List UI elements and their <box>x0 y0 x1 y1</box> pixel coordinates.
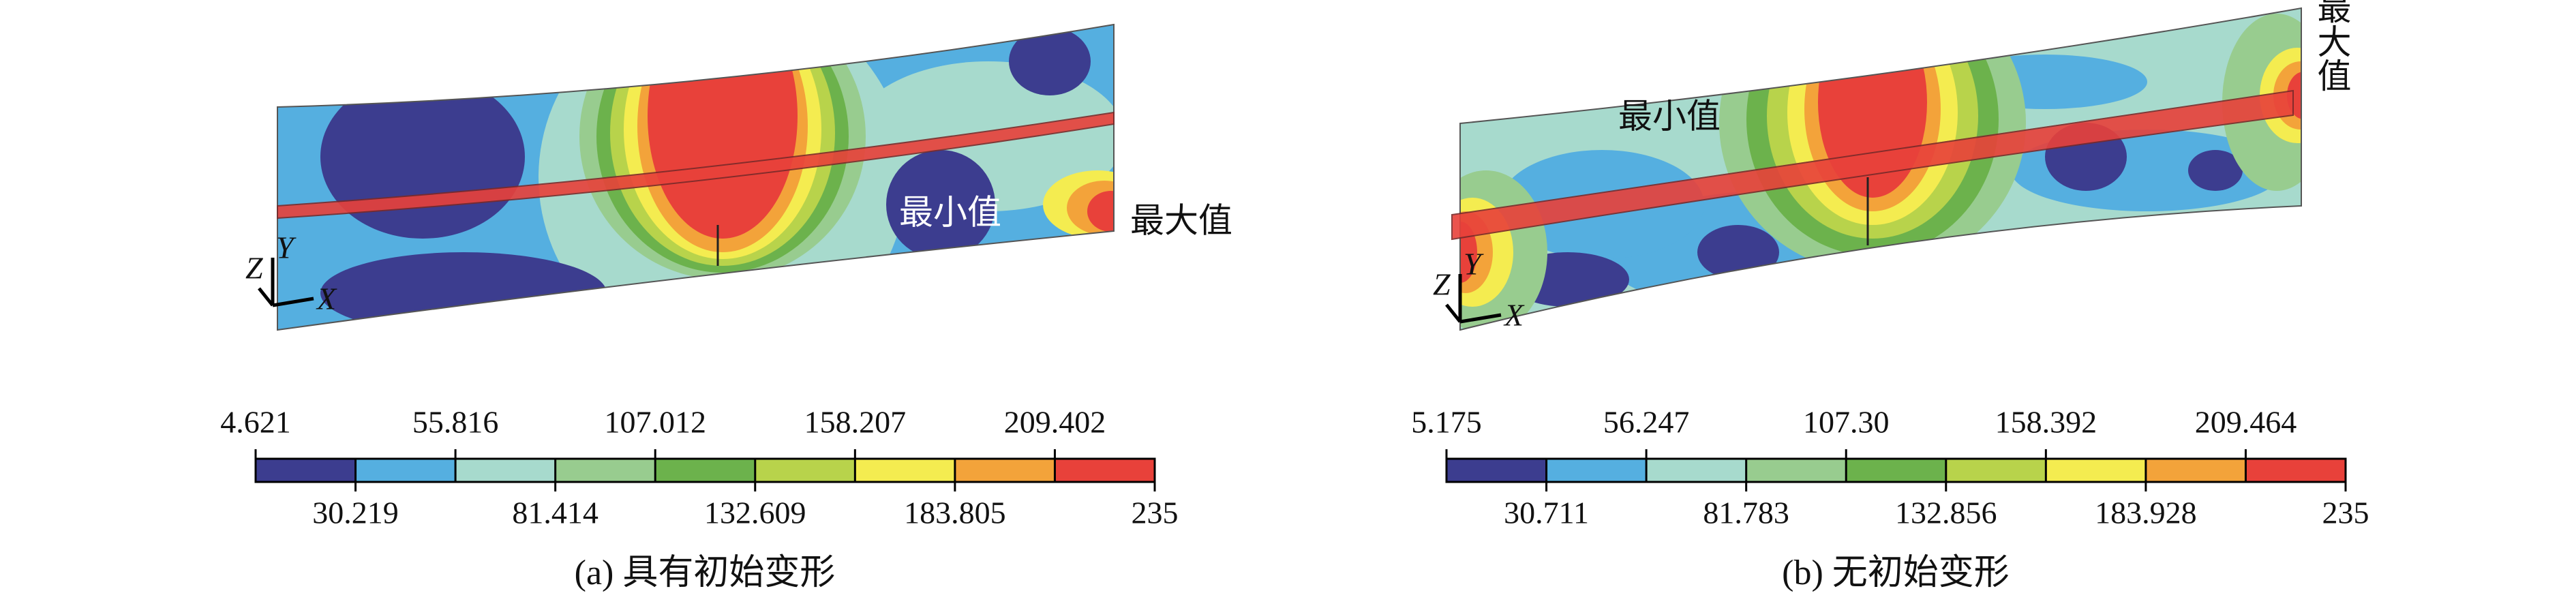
colorbar-label: 132.856 <box>1895 496 1997 530</box>
colorbar-segment <box>755 459 855 482</box>
colorbar-segment <box>1446 459 1547 482</box>
contour-region <box>1009 27 1091 95</box>
colorbar-segment <box>2145 459 2246 482</box>
colorbar-segment <box>954 459 1055 482</box>
colorbar-segment <box>2245 459 2346 482</box>
colorbar-segment <box>1646 459 1746 482</box>
contour-region <box>1697 225 1779 279</box>
colorbar-segment <box>455 459 556 482</box>
contour-region <box>2188 150 2243 191</box>
contour-region <box>2287 72 2301 119</box>
colorbar-label: 107.30 <box>1803 405 1890 440</box>
colorbar-label: 5.175 <box>1411 405 1482 440</box>
plate-outline <box>277 23 1115 331</box>
axis-arrow <box>1445 303 1461 323</box>
colorbar-segment <box>256 459 356 482</box>
colorbar-segment <box>355 459 456 482</box>
colorbar-label: 158.207 <box>804 405 907 440</box>
annotation: 最大值 <box>1130 201 1232 241</box>
colorbar-label: 235 <box>2322 496 2369 530</box>
colorbar-segment <box>855 459 955 482</box>
axis-label: X <box>316 282 337 316</box>
colorbar-label: 30.219 <box>312 496 399 530</box>
axis-label: X <box>1503 298 1525 333</box>
flange <box>1451 89 2294 241</box>
caption: (a) 具有初始变形 <box>575 554 836 592</box>
contour-region <box>886 150 995 259</box>
colorbar-segment <box>1846 459 1946 482</box>
caption: (b) 无初始变形 <box>1782 554 2010 592</box>
annotation: 最大值 <box>2312 0 2352 92</box>
colorbar-label: 81.783 <box>1703 496 1789 530</box>
colorbar-segment <box>1546 459 1647 482</box>
plate-outline <box>1459 7 2302 331</box>
colorbar-label: 4.621 <box>220 405 291 440</box>
axis-label: Y <box>1464 247 1484 282</box>
axis-arrow <box>258 287 274 307</box>
colorbar-segment <box>2046 459 2146 482</box>
colorbar-label: 183.928 <box>2095 496 2197 530</box>
annotation: 最小值 <box>899 193 1001 232</box>
colorbar-segment <box>1055 459 1155 482</box>
colorbar-segment <box>1746 459 1847 482</box>
annotation: 最小值 <box>1618 97 1721 136</box>
flange <box>277 111 1115 219</box>
colorbar-label: 209.402 <box>1004 405 1106 440</box>
colorbar-label: 183.805 <box>904 496 1006 530</box>
contour-region <box>320 75 525 239</box>
colorbar-segment <box>655 459 755 482</box>
contour-region <box>1087 191 1114 232</box>
contour-region <box>648 25 798 239</box>
axis-label: Y <box>276 230 297 265</box>
colorbar-label: 132.609 <box>704 496 806 530</box>
colorbar-label: 30.711 <box>1504 496 1589 530</box>
colorbar-label: 107.012 <box>604 405 706 440</box>
axis-label: Z <box>1433 267 1451 302</box>
colorbar-label: 235 <box>1132 496 1179 530</box>
colorbar-label: 56.247 <box>1603 405 1690 440</box>
axis-label: Z <box>245 251 263 286</box>
colorbar-label: 209.464 <box>2195 405 2297 440</box>
colorbar-segment <box>555 459 656 482</box>
colorbar-segment <box>1945 459 2046 482</box>
axis-arrow <box>1459 313 1502 324</box>
axis-arrow <box>272 297 314 307</box>
colorbar-label: 55.816 <box>412 405 499 440</box>
colorbar-label: 81.414 <box>512 496 598 530</box>
colorbar-label: 158.392 <box>1995 405 2097 440</box>
